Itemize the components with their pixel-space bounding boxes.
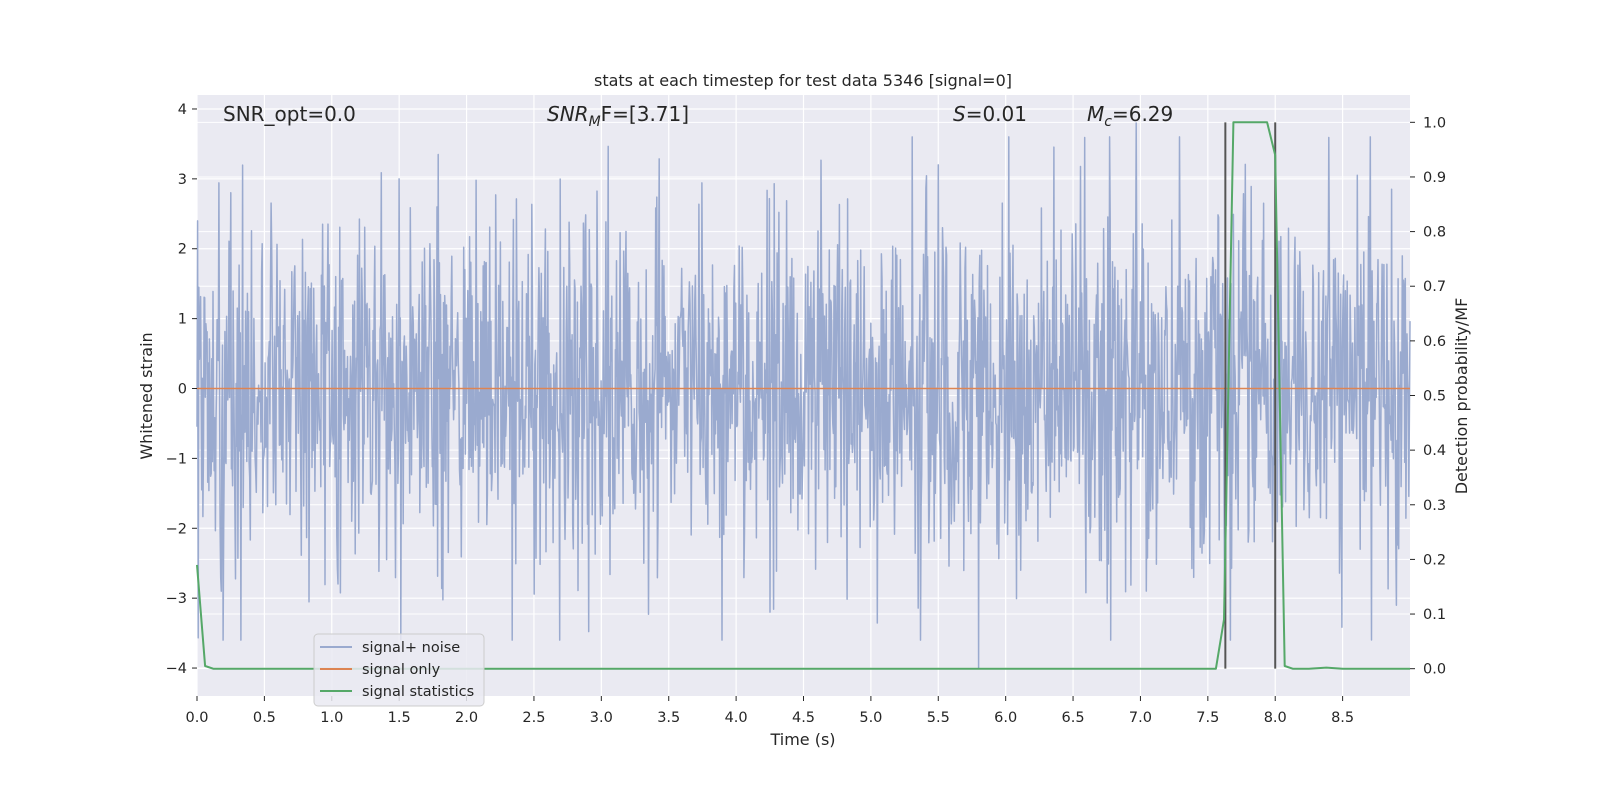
signal-statistics-series bbox=[196, 121, 1410, 670]
annotation-s: S=0.01 bbox=[953, 102, 1027, 126]
signal-noise-line bbox=[196, 122, 1411, 669]
x-tick-label: 4.5 bbox=[792, 710, 815, 726]
legend-item: signal only bbox=[320, 662, 441, 678]
y2-tick-label: 0.4 bbox=[1423, 443, 1446, 459]
signal-noise-series bbox=[196, 122, 1411, 669]
x-tick-label: 2.0 bbox=[455, 710, 478, 726]
y-axis-label: Whitened strain bbox=[137, 332, 156, 459]
y-tick-label: 3 bbox=[178, 172, 187, 188]
y-tick-label: 0 bbox=[178, 382, 187, 398]
x-tick-label: 2.5 bbox=[522, 710, 545, 726]
x-tick-label: 8.5 bbox=[1331, 710, 1354, 726]
y2-tick-label: 1.0 bbox=[1423, 115, 1446, 131]
x-tick-label: 4.0 bbox=[725, 710, 748, 726]
x-tick-label: 0.5 bbox=[253, 710, 276, 726]
x-tick-label: 3.0 bbox=[590, 710, 613, 726]
signal-statistics-line bbox=[196, 121, 1410, 670]
x-tick-label: 1.0 bbox=[320, 710, 343, 726]
y-tick-label: −2 bbox=[166, 521, 187, 537]
legend-item: signal+ noise bbox=[320, 640, 460, 656]
legend-box bbox=[313, 633, 485, 707]
x-tick-label: 6.0 bbox=[994, 710, 1017, 726]
y2-tick-label: 0.3 bbox=[1423, 498, 1446, 514]
y2-tick-label: 0.9 bbox=[1423, 170, 1446, 186]
y2-axis-ticks: 1.0 0.9 0.8 0.7 0.6 0.5 0.4 0.3 0.2 0.1 0.0 bbox=[1410, 115, 1446, 678]
y2-tick-label: 0.6 bbox=[1423, 334, 1446, 350]
x-tick-label: 7.5 bbox=[1196, 710, 1219, 726]
annotation-mc: Mc=6.29 bbox=[1087, 102, 1173, 130]
y2-tick-label: 0.1 bbox=[1423, 607, 1446, 623]
x-tick-label: 7.0 bbox=[1129, 710, 1152, 726]
x-tick-label: 0.0 bbox=[185, 710, 208, 726]
annotation-snr-mf: SNRMF=[3.71] bbox=[547, 102, 689, 130]
y2-tick-label: 0.5 bbox=[1423, 389, 1446, 405]
y2-tick-label: 0.7 bbox=[1423, 279, 1446, 295]
legend-label: signal only bbox=[362, 662, 441, 678]
y-tick-label: −3 bbox=[166, 591, 187, 607]
x-tick-label: 1.5 bbox=[388, 710, 411, 726]
y2-tick-label: 0.8 bbox=[1423, 225, 1446, 241]
y2-tick-label: 0.2 bbox=[1423, 552, 1446, 568]
legend-item: signal statistics bbox=[320, 684, 474, 700]
x-tick-label: 5.0 bbox=[859, 710, 882, 726]
chart-title: stats at each timestep for test data 534… bbox=[594, 71, 1012, 90]
y-axis-ticks: 4 3 2 1 0 −1 −2 −3 −4 bbox=[166, 102, 197, 677]
x-tick-label: 6.5 bbox=[1062, 710, 1085, 726]
y-tick-label: 2 bbox=[178, 242, 187, 258]
x-axis-ticks: 0.0 0.5 1.0 1.5 2.0 2.5 3.0 3.5 4.0 4.5 5.0 5.5 6.0 6… bbox=[185, 696, 1354, 726]
annotation-snr-opt: SNR_opt=0.0 bbox=[223, 102, 356, 126]
y2-axis-label: Detection probability/MF bbox=[1452, 298, 1471, 495]
x-tick-label: 8.0 bbox=[1264, 710, 1287, 726]
legend-label: signal+ noise bbox=[362, 640, 460, 656]
x-tick-label: 3.5 bbox=[657, 710, 680, 726]
y-tick-label: −4 bbox=[166, 661, 187, 677]
y-tick-label: −1 bbox=[166, 451, 187, 467]
y2-tick-label: 0.0 bbox=[1423, 662, 1446, 678]
x-axis-label: Time (s) bbox=[769, 730, 835, 749]
y-tick-label: 1 bbox=[178, 312, 187, 328]
x-tick-label: 5.5 bbox=[927, 710, 950, 726]
legend: signal+ noise signal only signal statist… bbox=[313, 633, 485, 707]
y-tick-label: 4 bbox=[178, 102, 187, 118]
legend-label: signal statistics bbox=[362, 684, 474, 700]
